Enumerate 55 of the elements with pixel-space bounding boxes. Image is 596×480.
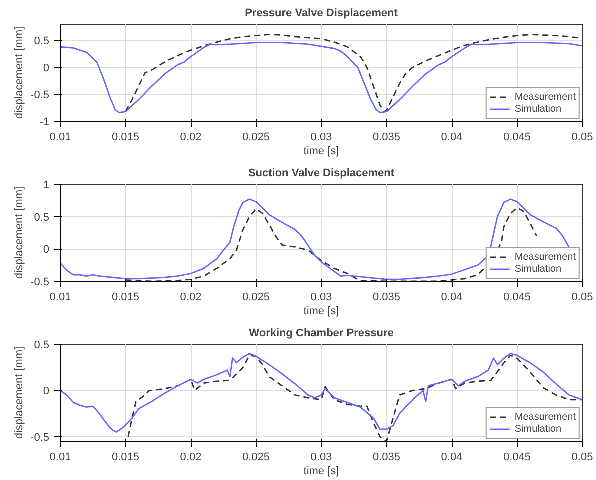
x-tick-label: 0.045 bbox=[503, 132, 532, 144]
x-tick-label: 0.045 bbox=[503, 452, 532, 464]
chart-title: Working Chamber Pressure bbox=[249, 328, 394, 340]
x-tick-label: 0.015 bbox=[112, 292, 140, 304]
chart-title: Pressure Valve Displacement bbox=[245, 8, 398, 20]
y-tick-label: -0.5 bbox=[30, 432, 50, 444]
x-tick-label: 0.025 bbox=[242, 292, 270, 304]
y-axis-title: displacement [mm] bbox=[14, 186, 26, 280]
y-tick-label: -0.5 bbox=[30, 276, 50, 288]
x-axis-title: time [s] bbox=[304, 466, 340, 478]
legend-label: Measurement bbox=[514, 91, 576, 103]
x-tick-label: 0.05 bbox=[572, 452, 594, 464]
legend-label: Simulation bbox=[514, 263, 562, 275]
x-tick-label: 0.035 bbox=[372, 452, 401, 464]
x-tick-label: 0.03 bbox=[310, 452, 332, 464]
x-tick-label: 0.02 bbox=[180, 452, 202, 464]
legend-label: Measurement bbox=[514, 251, 576, 263]
chart-title: Suction Valve Displacement bbox=[248, 168, 395, 180]
y-tick-label: -0.5 bbox=[30, 90, 50, 102]
x-tick-label: 0.05 bbox=[572, 132, 594, 144]
y-tick-label: 0 bbox=[43, 62, 50, 75]
x-tick-label: 0.045 bbox=[503, 292, 532, 304]
y-tick-label: -1 bbox=[40, 116, 50, 128]
x-tick-label: 0.035 bbox=[372, 132, 401, 144]
line-series bbox=[60, 353, 582, 433]
legend-label: Simulation bbox=[514, 423, 562, 435]
y-axis-title: displacement [mm] bbox=[14, 346, 26, 440]
legend-label: Simulation bbox=[514, 103, 562, 115]
y-tick-label: 0 bbox=[43, 244, 50, 256]
y-axis-title: displacement [mm] bbox=[14, 26, 26, 120]
x-tick-label: 0.025 bbox=[242, 452, 270, 464]
x-tick-label: 0.02 bbox=[180, 292, 202, 304]
x-tick-label: 0.04 bbox=[441, 292, 463, 304]
x-axis-title: time [s] bbox=[304, 306, 340, 318]
y-tick-label: 1 bbox=[43, 180, 50, 192]
x-tick-label: 0.04 bbox=[441, 452, 463, 464]
x-tick-label: 0.04 bbox=[441, 132, 463, 144]
y-tick-label: 0.5 bbox=[34, 340, 50, 352]
x-tick-label: 0.025 bbox=[242, 132, 270, 144]
x-tick-label: 0.01 bbox=[50, 292, 72, 304]
x-tick-label: 0.02 bbox=[180, 132, 202, 144]
x-tick-label: 0.015 bbox=[112, 132, 140, 144]
x-tick-label: 0.03 bbox=[310, 292, 332, 304]
y-tick-label: 0.5 bbox=[34, 212, 50, 224]
y-tick-label: 0.5 bbox=[34, 36, 50, 48]
line-series bbox=[60, 42, 582, 114]
y-tick-label: 0 bbox=[43, 386, 50, 398]
legend-label: Measurement bbox=[514, 411, 576, 423]
x-tick-label: 0.035 bbox=[372, 292, 401, 304]
x-axis-title: time [s] bbox=[304, 146, 340, 158]
x-tick-label: 0.015 bbox=[112, 452, 140, 464]
x-tick-label: 0.01 bbox=[50, 132, 72, 144]
x-tick-label: 0.03 bbox=[310, 132, 332, 144]
x-tick-label: 0.05 bbox=[572, 292, 594, 304]
x-tick-label: 0.01 bbox=[50, 452, 72, 464]
